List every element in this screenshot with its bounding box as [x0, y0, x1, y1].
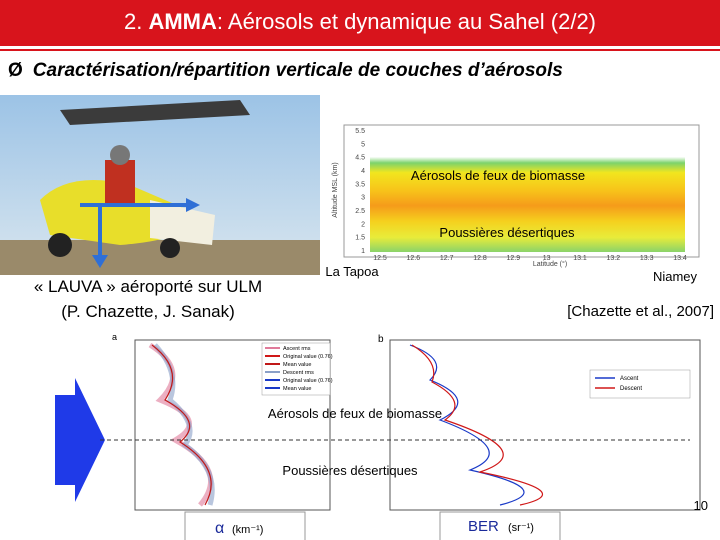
lidar-y-tick: 5 — [361, 141, 365, 148]
lidar-x-tick: 12.6 — [407, 255, 421, 262]
lidar-x-tick: 13.3 — [640, 255, 654, 262]
legend-entry: Mean value — [283, 386, 311, 392]
bullet-text: Caractérisation/répartition verticale de… — [32, 60, 563, 81]
right-site: Niamey — [653, 269, 698, 284]
lidar-x-tick: 12.8 — [473, 255, 487, 262]
bullet-marker: Ø — [8, 60, 23, 81]
lidar-label-dust: Poussières désertiques — [439, 225, 575, 240]
lidar-image — [343, 124, 700, 258]
legend-entry: Ascent — [620, 376, 639, 382]
title-rest: : Aérosols et dynamique au Sahel (2/2) — [216, 9, 597, 34]
lidar-y-axis: Altitude MSL (km) — [332, 162, 339, 217]
lidar-x-tick: 12.9 — [507, 255, 521, 262]
title-bar — [0, 0, 720, 49]
lidar-x-tick: 12.5 — [373, 255, 387, 262]
panel-label: a — [112, 332, 117, 342]
profiles-image — [55, 339, 701, 511]
bullet: Ø Caractérisation/répartition verticale d… — [8, 60, 563, 82]
alpha-unit: (km⁻¹) — [232, 524, 263, 536]
lidar-y-tick: 4 — [361, 168, 365, 175]
lidar-y-tick: 3 — [361, 195, 365, 202]
blue-arrow — [55, 378, 105, 502]
lidar-y-tick: 5.5 — [355, 128, 365, 135]
title-number: 2. — [123, 9, 143, 34]
panel-label: b — [378, 334, 384, 345]
left-site: La Tapoa — [325, 264, 379, 279]
legend: Ascent rms Original value (0.76) Mean valu… — [265, 346, 333, 392]
lidar-y-tick: 1.5 — [355, 235, 365, 242]
legend-entry: Ascent rms — [283, 346, 311, 352]
lidar-y-tick: 2 — [361, 221, 365, 228]
lidar-x-axis: Latitude (°) — [533, 260, 567, 268]
ber-symbol: BER — [468, 518, 499, 535]
legend: Ascent Descent — [595, 376, 642, 392]
caption-line: (P. Chazette, J. Sanak) — [61, 302, 235, 321]
lidar-y-tick: 2.5 — [355, 208, 365, 215]
lidar-y-tick: 4.5 — [355, 155, 365, 162]
caption-line: « LAUVA » aéroporté sur ULM — [34, 277, 262, 296]
ber-unit: (sr⁻¹) — [508, 522, 534, 534]
legend-entry: Descent rms — [283, 370, 314, 376]
legend-entry: Descent — [620, 386, 642, 392]
lidar-x-tick: 12.7 — [440, 255, 454, 262]
legend-entry: Original value (0.76) — [283, 378, 333, 384]
lidar-x-tick: 13.4 — [673, 255, 687, 262]
legend-entry: Original value (0.76) — [283, 354, 333, 360]
lidar-y-tick: 3.5 — [355, 181, 365, 188]
lidar-x-tick: 13.1 — [573, 255, 587, 262]
title: 2. AMMA: Aérosols et dynamique au Sahel … — [0, 9, 720, 35]
profile-label-dust: Poussières désertiques — [282, 463, 418, 478]
page-number: 10 — [694, 498, 708, 513]
lidar-x-tick: 13 — [543, 255, 551, 262]
photo — [0, 95, 320, 275]
title-acronym: AMMA — [148, 9, 217, 34]
legend-entry: Mean value — [283, 362, 311, 368]
lidar-x-tick: 13.2 — [607, 255, 621, 262]
lidar-y-tick: 1 — [361, 248, 365, 255]
lidar-ticks: 5.5 5 4.5 4 3.5 3 2.5 2 1.5 1 12.5 12.6 12.7 12.8 12.9… — [355, 128, 687, 262]
reference: [Chazette et al., 2007] — [567, 303, 714, 320]
alpha-symbol: α — [215, 520, 224, 537]
lidar-label-smoke: Aérosols de feux de biomasse — [411, 168, 585, 183]
profile-label-smoke: Aérosols de feux de biomasse — [268, 406, 442, 421]
